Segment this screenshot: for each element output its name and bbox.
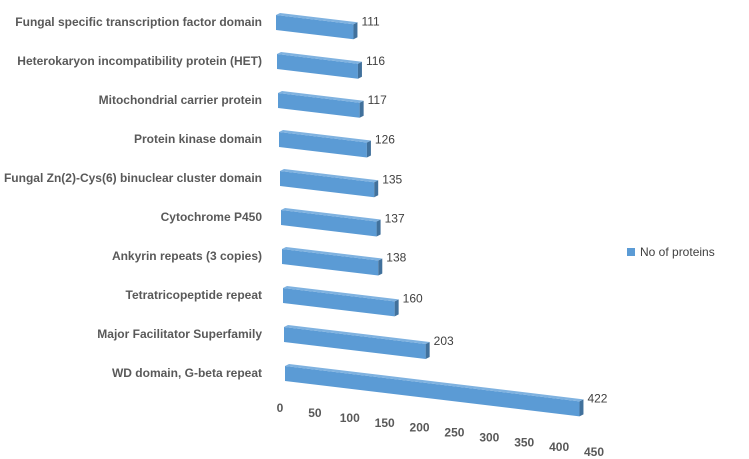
x-tick-label: 300 <box>479 430 499 444</box>
legend-swatch <box>627 248 635 256</box>
bar-side <box>394 299 399 317</box>
bar <box>278 93 360 118</box>
category-label: Fungal specific transcription factor dom… <box>15 15 262 29</box>
value-label: 137 <box>385 212 405 226</box>
legend-label: No of proteins <box>640 245 715 259</box>
bar <box>279 132 367 158</box>
bar <box>281 210 377 237</box>
bar-top <box>277 52 362 64</box>
bar <box>284 327 426 359</box>
value-label: 160 <box>403 292 423 306</box>
value-label: 135 <box>382 172 402 186</box>
category-label: Fungal Zn(2)-Cys(6) binuclear cluster do… <box>4 171 262 185</box>
x-tick-label: 50 <box>308 406 322 420</box>
value-label: 116 <box>366 54 385 68</box>
bar-top <box>279 130 371 143</box>
category-label: Ankyrin repeats (3 copies) <box>112 249 262 263</box>
x-tick-label: 200 <box>410 421 430 435</box>
category-label: Major Facilitator Superfamily <box>97 327 262 341</box>
category-label: Heterokaryon incompatibility protein (HE… <box>17 54 262 68</box>
bar-side <box>579 399 584 417</box>
bar-top <box>276 13 358 25</box>
category-label: WD domain, G-beta repeat <box>112 366 262 380</box>
value-label: 117 <box>368 93 387 107</box>
bar-top <box>280 169 379 183</box>
bar-side <box>378 258 383 276</box>
x-tick-label: 350 <box>514 435 534 449</box>
x-tick-label: 150 <box>375 416 395 430</box>
bar <box>283 288 395 317</box>
bar <box>282 249 379 276</box>
bar-side <box>357 61 362 79</box>
bar <box>277 54 358 79</box>
x-tick-label: 100 <box>340 411 360 425</box>
bar-side <box>425 341 430 359</box>
bar-side <box>374 180 379 198</box>
value-label: 422 <box>587 392 607 406</box>
x-tick-label: 400 <box>549 440 569 454</box>
category-label: Mitochondrial carrier protein <box>99 93 262 107</box>
value-label: 138 <box>386 251 406 265</box>
bar-top <box>281 208 381 222</box>
bar-top <box>282 247 383 261</box>
bar-top <box>284 325 430 344</box>
bar-side <box>359 100 364 118</box>
bar-side <box>366 140 371 158</box>
value-label: 111 <box>361 14 380 28</box>
bar-top <box>285 364 584 402</box>
x-tick-label: 450 <box>584 445 604 459</box>
x-tick-label: 250 <box>444 426 464 440</box>
bar-side <box>376 219 381 237</box>
category-label: Cytochrome P450 <box>161 210 263 224</box>
value-label: 203 <box>434 334 454 348</box>
bar <box>276 15 354 40</box>
value-label: 126 <box>375 133 395 147</box>
bar <box>280 171 375 198</box>
bar <box>285 366 580 417</box>
bar-side <box>353 22 358 40</box>
bar-top <box>283 286 399 302</box>
category-label: Protein kinase domain <box>134 132 262 146</box>
x-tick-label: 0 <box>277 401 284 415</box>
bar-top <box>278 91 364 103</box>
category-label: Tetratricopeptide repeat <box>126 288 262 302</box>
